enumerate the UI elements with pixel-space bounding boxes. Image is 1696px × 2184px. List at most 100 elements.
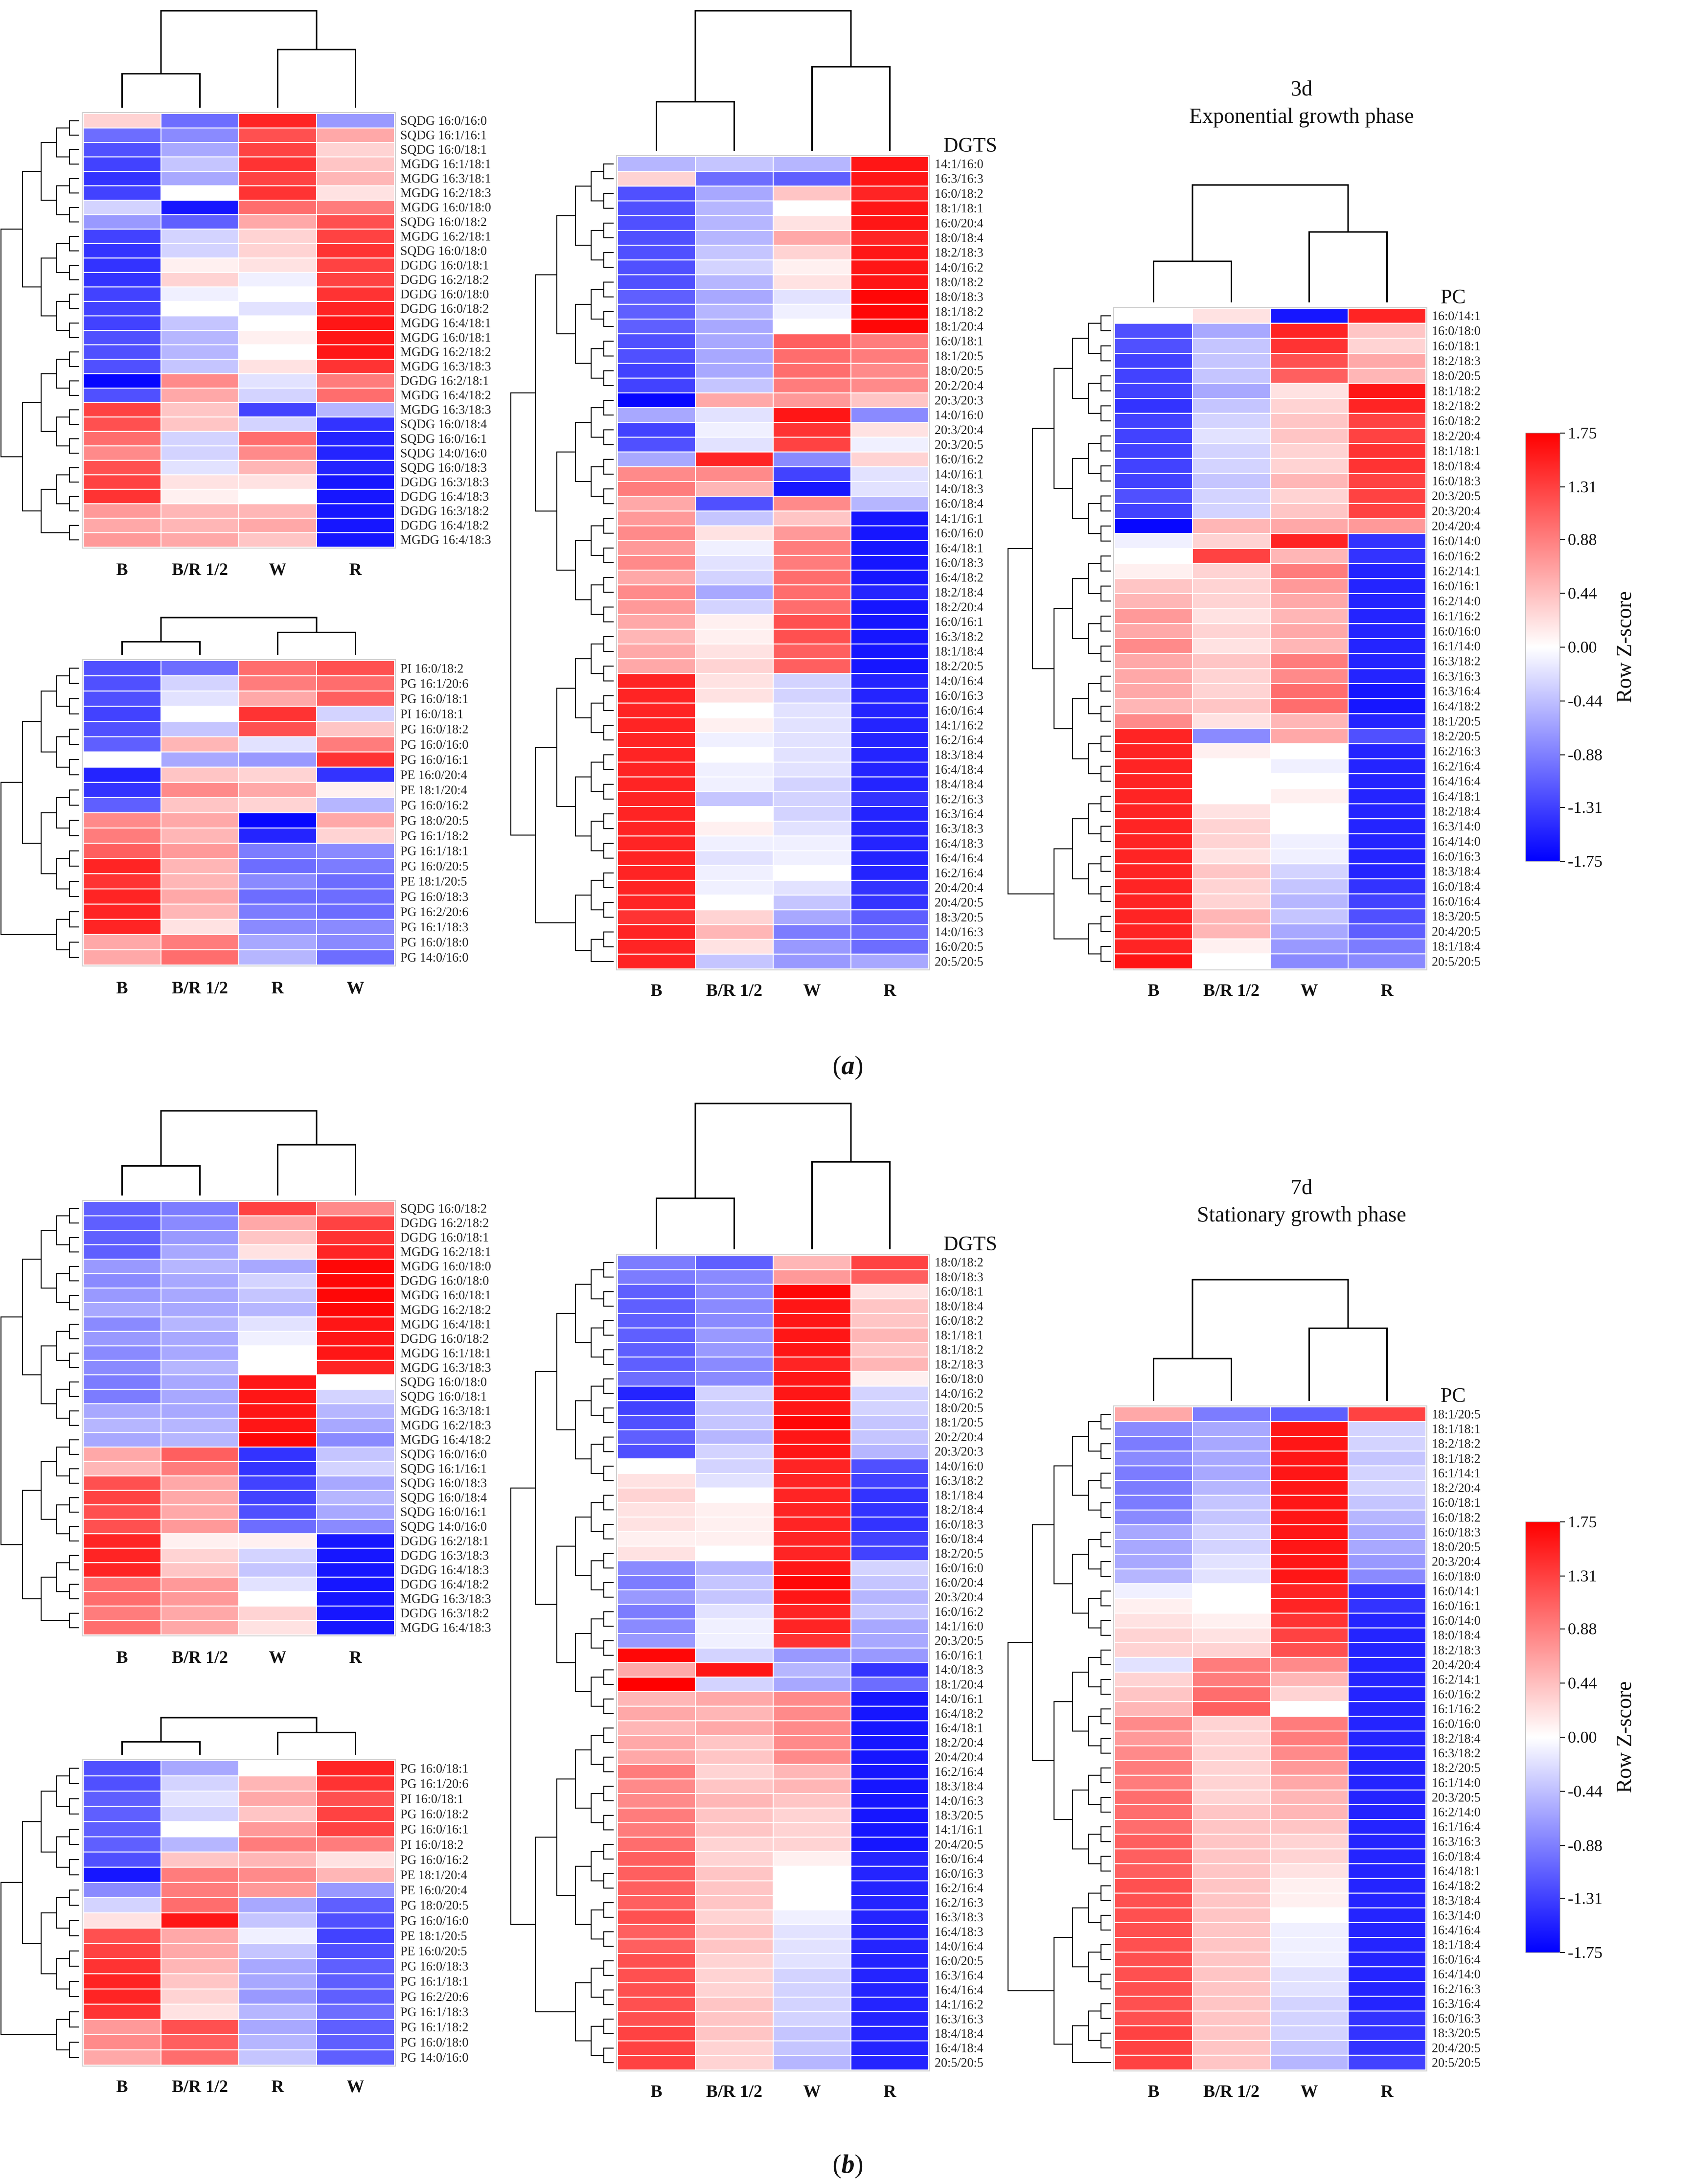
row-label: 20:4/20:4 (1432, 1657, 1481, 1672)
row-label: MGDG 16:2/18:2 (400, 345, 491, 359)
heatmap-cell (316, 782, 395, 798)
row-label: SQDG 16:0/18:1 (400, 142, 487, 157)
dendro-branch (1100, 736, 1111, 752)
heatmap-cell (316, 919, 395, 935)
heatmap-cell (1192, 1436, 1271, 1452)
row-label: 16:3/18:3 (935, 822, 984, 836)
row-label: 18:0/18:4 (935, 230, 984, 245)
heatmap-cell (695, 1895, 774, 1910)
heatmap-cell (83, 1374, 161, 1390)
dendro-branch (603, 2047, 614, 2064)
heatmap-cell (1348, 1686, 1426, 1702)
row-label: PI 16:0/18:2 (400, 1838, 463, 1852)
heatmap-cell (1270, 1494, 1349, 1511)
heatmap-cell (773, 1342, 851, 1358)
row-label: 16:0/14:0 (1432, 1613, 1481, 1628)
heatmap-cell (1270, 1524, 1349, 1540)
heatmap-cell (1114, 728, 1193, 744)
heatmap-cell (238, 229, 317, 244)
row-dendrogram (0, 1208, 79, 1629)
heatmap-cell (773, 1793, 851, 1809)
colorbar-tick-label: 0.00 (1568, 639, 1597, 657)
heatmap-cell (1192, 938, 1271, 955)
heatmap-cell (238, 1912, 317, 1929)
heatmap-cell (1114, 1494, 1193, 1511)
heatmap-cell (695, 496, 774, 512)
dendro-branch (1088, 1952, 1101, 1982)
heatmap-cell (617, 1502, 696, 1518)
heatmap-cell (160, 1244, 239, 1260)
dendro-branch (69, 1381, 79, 1397)
heatmap-cell (1192, 698, 1271, 714)
heatmap-cell (238, 690, 317, 707)
heatmap-cell (1270, 1716, 1349, 1732)
row-label: DGDG 16:4/18:2 (400, 518, 489, 532)
heatmap-cell (773, 1967, 851, 1983)
heatmap-cell (850, 554, 929, 571)
heatmap-cell (695, 791, 774, 807)
heatmap-cell (238, 675, 317, 692)
row-label: PE 18:1/20:4 (400, 1868, 467, 1882)
heatmap-cell (850, 909, 929, 925)
dendro-branch (603, 725, 614, 741)
row-label: 20:3/20:4 (935, 423, 984, 437)
heatmap-cell (617, 1356, 696, 1372)
heatmap-cell (1192, 1494, 1271, 1511)
heatmap-cell (695, 1909, 774, 1925)
heatmap-cell (238, 532, 317, 548)
row-label: 16:0/18:4 (935, 497, 984, 511)
heatmap-cell (617, 1807, 696, 1823)
heatmap-cell (1192, 1450, 1271, 1467)
row-label: 18:2/20:4 (935, 1735, 984, 1749)
dendro-branch (1054, 368, 1073, 489)
heatmap-cell (773, 628, 851, 645)
row-label: 18:1/18:2 (935, 1343, 984, 1357)
heatmap-cell (617, 1909, 696, 1925)
row-label: 18:4/18:4 (935, 2026, 984, 2041)
row-label: PG 16:0/18:3 (400, 890, 468, 904)
heatmap-cell (695, 895, 774, 911)
dendro-branch (41, 812, 57, 874)
heatmap-cell (617, 1865, 696, 1882)
heatmap-cell (83, 1912, 161, 1929)
dendro-branch (56, 1775, 69, 1807)
heatmap-cell (850, 1458, 929, 1474)
heatmap-cell (617, 259, 696, 276)
heatmap-cell (617, 953, 696, 970)
row-label: MGDG 16:4/18:3 (400, 533, 491, 547)
heatmap-cell (695, 1705, 774, 1722)
heatmap-cell (1348, 953, 1426, 970)
row-label: 18:3/20:5 (1432, 2026, 1481, 2040)
dendro-branch (1100, 645, 1111, 662)
heatmap-cell (1270, 908, 1349, 924)
row-label: 16:4/18:1 (935, 541, 984, 555)
heatmap-cell (695, 392, 774, 409)
colorbar-panel-a: 1.751.310.880.440.00-0.44-0.88-1.31-1.75… (1525, 424, 1636, 871)
dendro-branch (121, 1741, 201, 1755)
row-dendrogram (0, 1768, 79, 2058)
heatmap-cell (695, 200, 774, 216)
heatmap-cell (617, 879, 696, 896)
dendro-branch (603, 1494, 614, 1511)
heatmap-cell (83, 1316, 161, 1332)
dendro-branch (575, 658, 591, 718)
dendro-branch (160, 1717, 318, 1742)
heatmap-cell (1270, 593, 1349, 609)
heatmap-cell (83, 474, 161, 490)
heatmap-cell (773, 200, 851, 216)
heatmap-cell (316, 1605, 395, 1621)
heatmap-cell (238, 1490, 317, 1506)
dendro-branch (69, 1410, 79, 1426)
heatmap-cell (1270, 1848, 1349, 1864)
row-label: MGDG 16:4/18:3 (400, 1621, 491, 1635)
heatmap-cell (238, 1620, 317, 1635)
heatmap-cell (160, 1547, 239, 1563)
column-label: W (347, 2076, 365, 2096)
heatmap-cell (1114, 938, 1193, 955)
column-label: B/R 1/2 (172, 1647, 228, 1667)
row-dendrogram (0, 667, 79, 958)
heatmap-cell (160, 1359, 239, 1376)
heatmap-cell (238, 1836, 317, 1853)
heatmap-cell (316, 474, 395, 490)
dendro-branch (591, 1967, 604, 1998)
